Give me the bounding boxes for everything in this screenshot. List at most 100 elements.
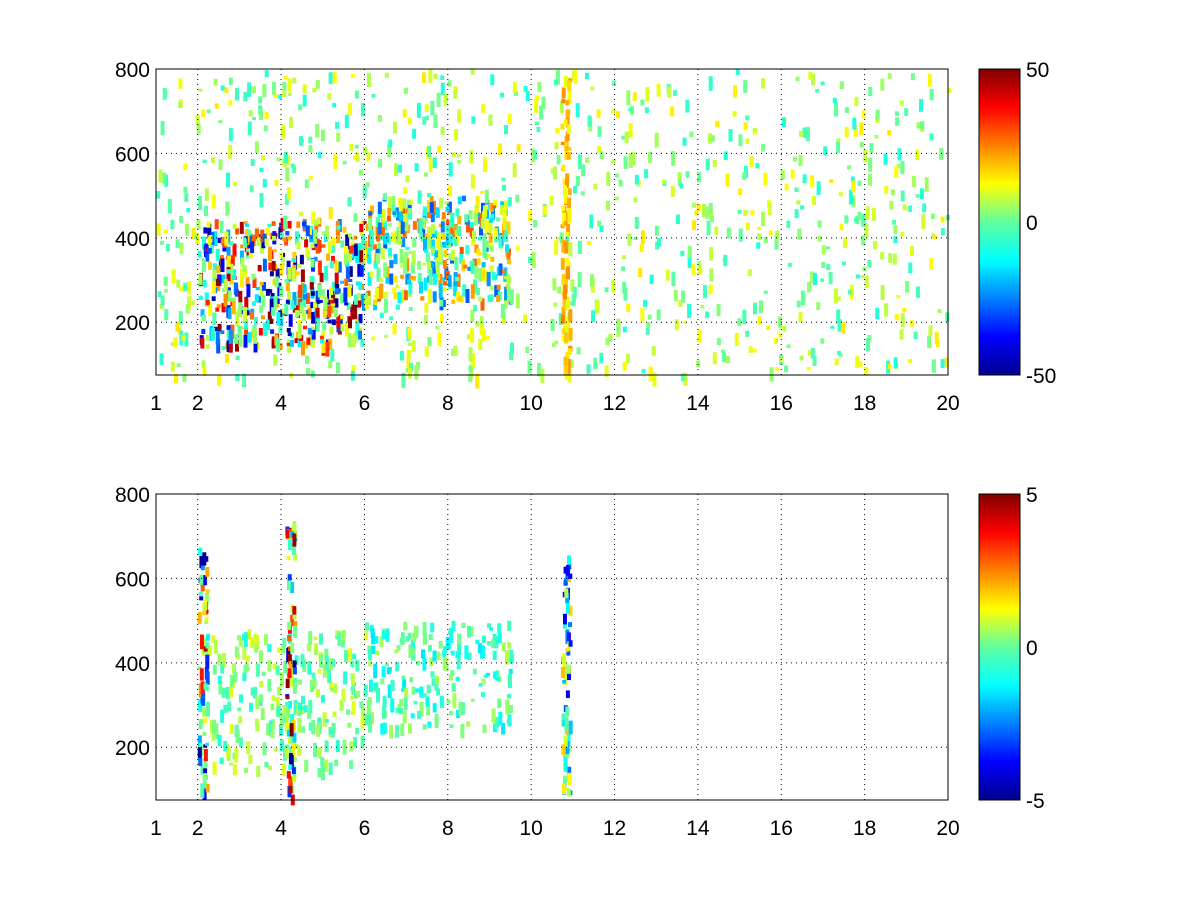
heatmap-cell: [442, 656, 447, 671]
heatmap-cell: [322, 712, 327, 727]
heatmap-cell: [196, 219, 201, 230]
heatmap-cell: [336, 231, 341, 244]
heatmap-cell: [411, 647, 416, 658]
heatmap-cell: [179, 242, 184, 255]
heatmap-cell: [400, 274, 405, 279]
heatmap-cell: [298, 104, 303, 111]
heatmap-cell: [311, 311, 316, 324]
heatmap-cell: [351, 244, 356, 259]
heatmap-cell: [358, 281, 363, 290]
heatmap-cell: [473, 210, 478, 226]
heatmap-cell: [462, 284, 467, 297]
heatmap-cell: [251, 273, 256, 280]
heatmap-cell: [448, 253, 453, 260]
heatmap-cell: [550, 318, 555, 332]
heatmap-cell: [563, 775, 568, 781]
heatmap-cell: [494, 636, 499, 642]
heatmap-cell: [288, 764, 293, 771]
heatmap-cell: [362, 221, 367, 225]
heatmap-cell: [448, 162, 453, 177]
heatmap-cell: [221, 303, 226, 313]
heatmap-cell: [698, 268, 703, 274]
heatmap-cell: [253, 330, 257, 344]
heatmap-cell: [284, 303, 289, 315]
heatmap-cell: [487, 623, 491, 628]
heatmap-cell: [436, 240, 441, 249]
heatmap-cell: [477, 643, 482, 654]
heatmap-cell: [228, 329, 233, 344]
heatmap-cell: [567, 370, 572, 383]
heatmap-cell: [308, 145, 313, 153]
heatmap-cell: [244, 327, 248, 335]
heatmap-cell: [864, 366, 869, 376]
heatmap-cell: [336, 225, 341, 230]
heatmap-cell: [466, 334, 471, 340]
heatmap-cell: [381, 666, 386, 678]
heatmap-cell: [563, 119, 568, 125]
heatmap-cell: [240, 306, 245, 315]
heatmap-cell: [200, 565, 205, 571]
heatmap-cell: [743, 209, 748, 216]
heatmap-cell: [234, 289, 239, 297]
heatmap-cell: [377, 201, 382, 214]
heatmap-cell: [470, 698, 475, 702]
heatmap-cell: [342, 739, 347, 755]
heatmap-cell: [459, 246, 464, 254]
heatmap-cell: [199, 574, 204, 585]
heatmap-cell: [905, 281, 910, 293]
heatmap-cell: [550, 168, 555, 174]
heatmap-cell: [626, 90, 631, 105]
heatmap-cell: [248, 110, 253, 117]
heatmap-cell: [261, 315, 265, 320]
x-tick-label: 4: [275, 392, 287, 415]
heatmap-cell: [434, 714, 439, 728]
heatmap-cell: [267, 644, 272, 653]
heatmap-cell: [204, 592, 209, 605]
heatmap-cell: [560, 314, 565, 324]
heatmap-cell: [384, 663, 389, 667]
heatmap-cell: [376, 227, 381, 242]
heatmap-cell: [360, 103, 365, 117]
heatmap-cell: [184, 193, 189, 202]
heatmap-cell: [567, 197, 572, 209]
heatmap-cell: [357, 242, 362, 252]
heatmap-cell: [163, 276, 168, 286]
heatmap-cell: [342, 160, 347, 165]
heatmap-cell: [297, 718, 302, 733]
heatmap-cell: [563, 580, 568, 586]
heatmap-cell: [490, 256, 495, 262]
heatmap-cell: [448, 185, 452, 197]
heatmap-cell: [654, 132, 659, 148]
heatmap-cell: [216, 338, 221, 354]
heatmap-cell: [294, 338, 299, 344]
y-tick-label: 200: [115, 737, 150, 760]
heatmap-cell: [353, 736, 358, 747]
heatmap-cell: [501, 723, 506, 735]
heatmap-cell: [568, 605, 573, 616]
heatmap-cell: [508, 668, 513, 674]
heatmap-cell: [565, 131, 570, 141]
heatmap-cell: [363, 240, 368, 253]
heatmap-cell: [313, 229, 318, 244]
heatmap-cell: [464, 214, 469, 223]
heatmap-cell: [242, 373, 247, 388]
heatmap-cell: [457, 160, 461, 164]
heatmap-cell: [894, 111, 899, 116]
heatmap-cell: [561, 783, 566, 795]
heatmap-cell: [426, 200, 431, 213]
heatmap-cell: [883, 153, 888, 165]
heatmap-cell: [247, 331, 252, 343]
heatmap-cell: [403, 621, 408, 631]
heatmap-cell: [287, 332, 292, 337]
heatmap-cell: [269, 318, 274, 324]
heatmap-cell: [745, 222, 750, 231]
heatmap-cell: [566, 151, 571, 160]
heatmap-cell: [566, 109, 571, 115]
heatmap-cell: [416, 102, 421, 118]
heatmap-cell: [321, 767, 325, 781]
heatmap-cell: [394, 649, 399, 654]
heatmap-cell: [766, 325, 771, 330]
heatmap-cell: [347, 722, 352, 728]
heatmap-cell: [702, 203, 706, 218]
heatmap-cell: [560, 258, 565, 270]
